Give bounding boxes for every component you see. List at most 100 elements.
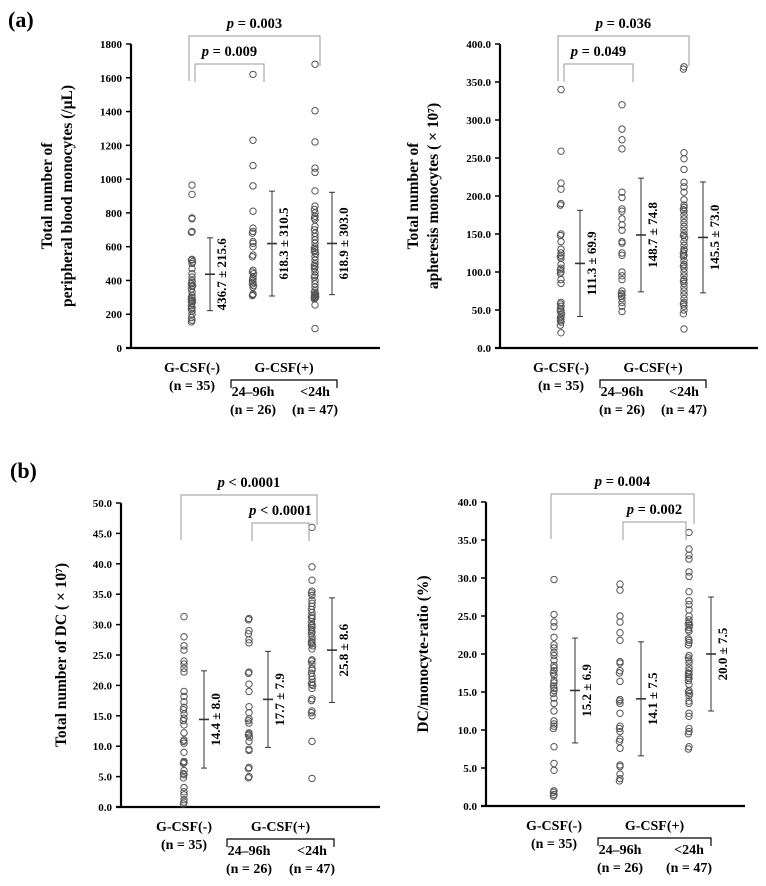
- data-point: [685, 699, 693, 708]
- data-point: [308, 576, 316, 584]
- data-point: [680, 218, 688, 227]
- data-point: [245, 687, 253, 696]
- data-point: [618, 215, 626, 223]
- group-label-24-96h: 24–96h: [232, 385, 275, 400]
- data-point: [550, 575, 558, 584]
- data-point: [680, 215, 688, 223]
- data-point: [550, 644, 558, 652]
- data-point: [179, 759, 188, 767]
- data-point: [685, 724, 693, 733]
- group-n-24-96h: (n = 26): [230, 403, 276, 418]
- significance-bracket: p < 0.0001: [247, 503, 312, 541]
- data-point: [308, 645, 316, 653]
- data-point: [680, 196, 688, 204]
- subgroup-bracket: [226, 838, 335, 847]
- y-tick-label: 250.0: [466, 153, 491, 165]
- y-tick-label: 150.0: [466, 229, 491, 241]
- data-point: [680, 241, 688, 250]
- data-point: [311, 164, 319, 172]
- data-point: [180, 791, 188, 799]
- data-point: [616, 709, 624, 717]
- data-point: [557, 318, 565, 326]
- data-point: [188, 259, 196, 268]
- group-label-24-96h: 24–96h: [599, 843, 642, 858]
- y-tick-label: 45.0: [93, 528, 113, 540]
- data-point: [180, 796, 188, 804]
- data-point: [307, 657, 316, 665]
- data-point: [188, 181, 196, 189]
- significance-bracket: p = 0.004: [550, 474, 695, 539]
- p-value-label: p < 0.0001: [216, 475, 281, 491]
- data-point: [685, 572, 693, 581]
- y-tick-label: 30.0: [458, 573, 478, 585]
- data-point: [249, 161, 257, 170]
- mean-sd-label: 148.7 ± 74.8: [645, 202, 660, 268]
- bracket-line: [188, 35, 321, 81]
- data-point: [311, 290, 320, 298]
- data-point: [557, 179, 565, 187]
- data-point: [556, 321, 565, 329]
- data-point: [180, 783, 188, 792]
- data-point: [616, 580, 624, 588]
- group-n-gcsf-neg: (n = 35): [531, 837, 577, 852]
- y-tick-label: 35.0: [93, 589, 113, 601]
- data-point: [311, 107, 319, 115]
- subgroup-bracket: [599, 379, 707, 388]
- data-point: [180, 646, 188, 654]
- data-point: [618, 302, 626, 310]
- data-point: [550, 720, 558, 728]
- data-point: [180, 657, 188, 665]
- data-point: [180, 660, 188, 668]
- data-point: [680, 183, 688, 191]
- data-point: [180, 687, 188, 696]
- y-tick-label: 0.0: [98, 802, 112, 814]
- group-n-gcsf-neg: (n = 35): [538, 379, 584, 394]
- group-n-gcsf-neg: (n = 35): [161, 838, 207, 853]
- data-point: [311, 138, 319, 146]
- data-point: [187, 228, 196, 237]
- data-point: [684, 730, 693, 738]
- data-point: [680, 294, 688, 303]
- significance-bracket: p = 0.009: [194, 44, 265, 82]
- bracket-line: [194, 63, 265, 82]
- data-point: [311, 60, 319, 68]
- y-tick-label: 20.0: [93, 680, 113, 692]
- data-point: [680, 291, 688, 299]
- group-label-lt24h: <24h: [669, 385, 699, 400]
- y-tick-label: 40.0: [93, 559, 113, 571]
- data-point: [679, 310, 688, 318]
- data-point: [244, 764, 253, 773]
- data-point: [680, 211, 688, 219]
- bracket-line: [563, 63, 634, 82]
- data-point: [618, 101, 626, 109]
- data-point: [550, 717, 558, 725]
- data-point: [550, 699, 558, 708]
- subgroup-bracket: [230, 379, 338, 388]
- group-n-24-96h: (n = 26): [226, 862, 272, 877]
- data-point: [188, 227, 196, 236]
- data-point: [180, 698, 188, 706]
- series-3: 20.0 ± 7.5: [684, 528, 730, 753]
- y-tick-label: 1000: [100, 174, 123, 186]
- p-value-label: p = 0.049: [569, 44, 626, 60]
- data-point: [245, 636, 253, 644]
- data-point: [244, 774, 253, 782]
- data-point: [307, 696, 316, 705]
- y-tick-label: 200: [106, 309, 123, 321]
- data-point: [618, 307, 626, 316]
- significance-bracket: p = 0.036: [557, 16, 690, 81]
- data-point: [244, 616, 253, 624]
- data-point: [187, 256, 196, 264]
- group-label-gcsf-neg: G-CSF(-): [526, 819, 582, 834]
- data-point: [307, 680, 316, 688]
- data-point: [680, 178, 688, 187]
- data-point: [249, 291, 257, 299]
- y-tick-label: 15.0: [93, 711, 113, 723]
- data-point: [679, 253, 688, 261]
- data-point: [310, 248, 319, 256]
- panel-label-b: (b): [10, 458, 37, 483]
- series-1: 15.2 ± 6.9: [549, 575, 594, 800]
- data-point: [618, 221, 626, 229]
- data-point: [680, 325, 688, 333]
- x-axis-labels: G-CSF(-) (n = 35) G-CSF(+) 24–96h (n = 26) <2…: [533, 361, 707, 418]
